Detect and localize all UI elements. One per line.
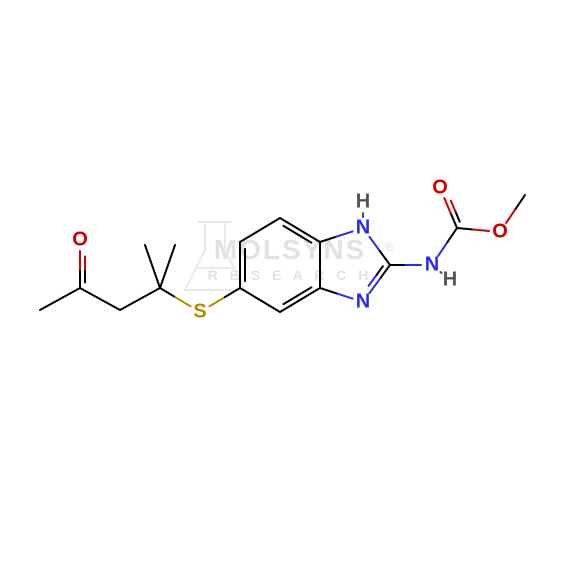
molecule-canvas: MOLSYNS ® R E S E A R C H OSNHNNHOO [0, 0, 580, 580]
bond-layer [0, 0, 580, 580]
